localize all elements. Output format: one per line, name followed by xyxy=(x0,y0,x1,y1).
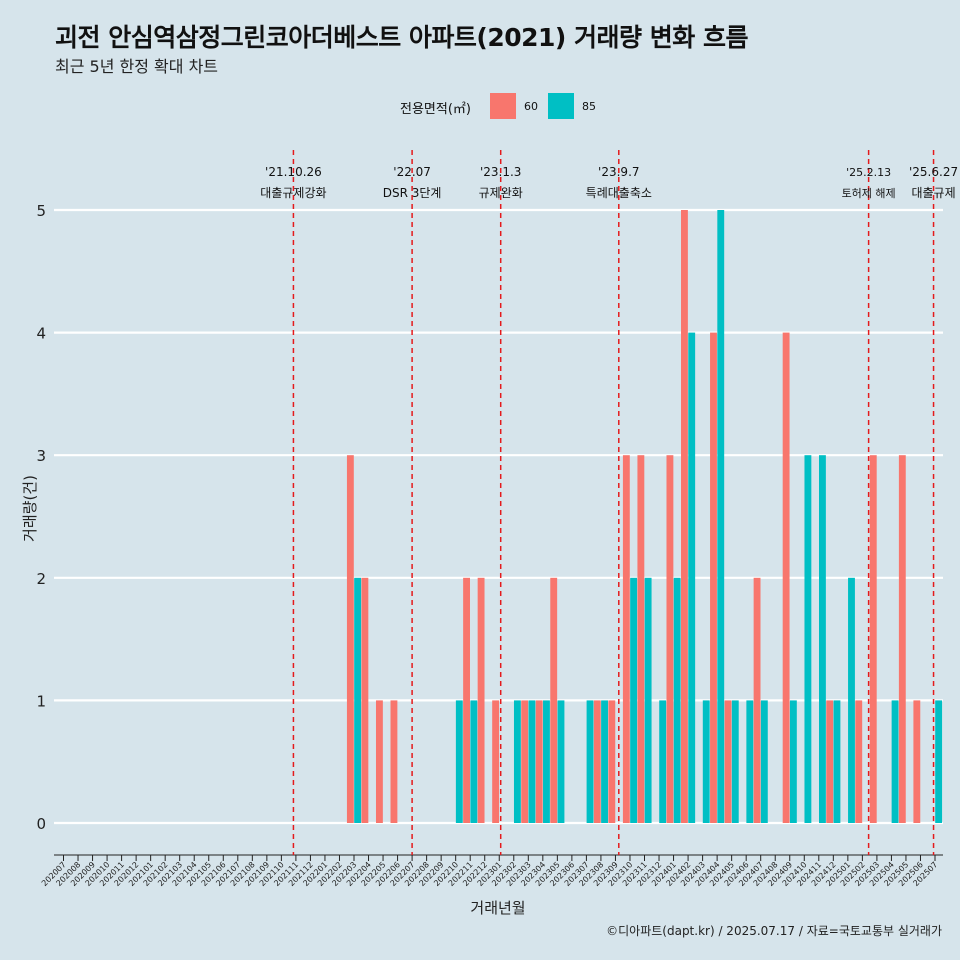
legend-label-85: 85 xyxy=(582,100,596,113)
bar-60-202502 xyxy=(855,700,863,823)
x-axis-label: 거래년월 xyxy=(470,899,526,917)
event-date-label: '25.6.27 xyxy=(909,165,958,179)
bar-85-202304 xyxy=(543,700,550,823)
bar-60-202405 xyxy=(724,700,732,823)
bar-85-202310 xyxy=(630,577,638,823)
chart-title: 괴전 안심역삼정그린코아더베스트 아파트(2021) 거래량 변화 흐름 xyxy=(55,23,748,52)
legend-title: 전용면적(㎡) xyxy=(400,102,471,117)
y-tick-label: 5 xyxy=(36,202,46,220)
bar-85-202302 xyxy=(513,700,521,823)
chart-subtitle: 최근 5년 한정 확대 차트 xyxy=(55,57,219,76)
bar-85-202410 xyxy=(804,455,812,823)
bar-85-202203 xyxy=(354,577,362,823)
source-caption: ©디아파트(dapt.kr) / 2025.07.17 / 자료=국토교통부 실… xyxy=(606,924,942,938)
bar-60-202211 xyxy=(463,577,470,823)
y-tick-label: 3 xyxy=(36,447,46,465)
bar-60-202308 xyxy=(593,700,601,823)
bar-85-202211 xyxy=(470,700,478,823)
event-name-label: 대출규제강화 xyxy=(260,186,326,200)
y-tick-label: 0 xyxy=(36,815,46,833)
bar-85-202507 xyxy=(935,700,943,823)
bar-60-202206 xyxy=(390,700,398,823)
y-tick-label: 1 xyxy=(36,692,46,710)
bar-85-202405 xyxy=(731,700,739,823)
y-tick-label: 2 xyxy=(36,570,46,588)
bar-60-202412 xyxy=(826,700,834,823)
bar-85-202403 xyxy=(702,700,710,823)
bar-60-202203 xyxy=(346,455,354,823)
bar-60-202301 xyxy=(492,700,500,823)
bar-60-202205 xyxy=(375,700,383,823)
event-date-label: '21.10.26 xyxy=(265,165,322,179)
event-name-label: DSR 3단계 xyxy=(383,186,442,200)
bar-60-202401 xyxy=(666,455,674,823)
bar-60-202305 xyxy=(550,577,558,823)
event-name-label: 대출규제 xyxy=(911,186,955,200)
bar-60-202204 xyxy=(361,577,369,823)
y-tick-label: 4 xyxy=(36,325,46,343)
bar-60-202311 xyxy=(637,455,645,823)
bar-60-202404 xyxy=(710,332,717,823)
bar-85-202312 xyxy=(659,700,667,823)
bar-60-202506 xyxy=(913,700,921,823)
bar-85-202404 xyxy=(717,210,725,823)
bar-85-202409 xyxy=(789,700,797,823)
bar-85-202406 xyxy=(746,700,754,823)
legend-label-60: 60 xyxy=(524,100,538,113)
event-name-label: 특례대출축소 xyxy=(586,186,652,200)
bar-60-202303 xyxy=(521,700,529,823)
event-date-label: '25.2.13 xyxy=(846,166,891,179)
event-date-label: '22.07 xyxy=(393,165,431,179)
bar-60-202309 xyxy=(608,700,616,823)
event-name-label: 토허제 해제 xyxy=(842,186,896,200)
bar-85-202504 xyxy=(891,700,899,823)
bar-85-202501 xyxy=(848,577,855,823)
event-name-label: 규제완화 xyxy=(479,186,523,200)
bar-60-202409 xyxy=(782,332,790,823)
bar-60-202407 xyxy=(753,577,761,823)
bar-60-202212 xyxy=(477,577,485,823)
bar-85-202308 xyxy=(601,700,608,823)
legend-swatch-85 xyxy=(548,93,574,119)
bar-60-202304 xyxy=(535,700,543,823)
bar-85-202210 xyxy=(455,700,463,823)
event-date-label: '23.1.3 xyxy=(480,165,521,179)
legend-swatch-60 xyxy=(490,93,516,119)
bar-60-202503 xyxy=(869,455,877,823)
y-axis-label: 거래량(건) xyxy=(20,475,39,542)
bar-85-202411 xyxy=(819,455,826,823)
bar-85-202407 xyxy=(760,700,768,823)
event-date-label: '23.9.7 xyxy=(598,165,639,179)
bar-85-202412 xyxy=(833,700,841,823)
bar-60-202402 xyxy=(681,210,688,823)
bar-85-202401 xyxy=(673,577,681,823)
bar-85-202307 xyxy=(586,700,594,823)
bar-85-202402 xyxy=(688,332,696,823)
bar-60-202505 xyxy=(898,455,906,823)
bar-85-202311 xyxy=(644,577,652,823)
legend: 전용면적(㎡) 60 85 xyxy=(0,93,960,121)
bar-60-202310 xyxy=(622,455,630,823)
bar-85-202303 xyxy=(528,700,536,823)
bar-85-202305 xyxy=(557,700,565,823)
